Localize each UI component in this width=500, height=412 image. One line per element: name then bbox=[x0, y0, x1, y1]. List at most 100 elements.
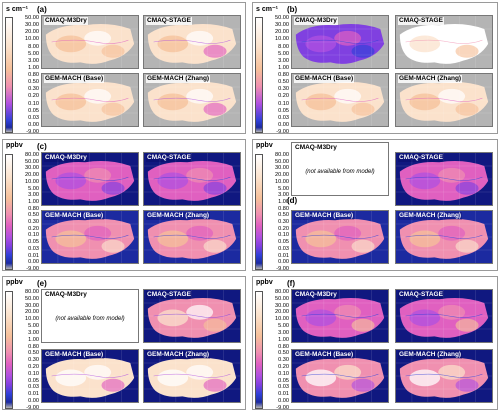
tick-label: 0.80 bbox=[28, 343, 39, 350]
tick-label: 50.00 bbox=[275, 158, 289, 165]
tick-label: 80.00 bbox=[275, 152, 289, 158]
tick-label: 0.05 bbox=[278, 239, 289, 246]
colorbar-ppbv bbox=[5, 291, 13, 409]
map-cmaq-m3dry-unavailable: CMAQ-M3Dry (not available from model) bbox=[291, 142, 389, 196]
tick-label: 8.00 bbox=[278, 43, 289, 50]
tick-label: 10.00 bbox=[275, 316, 289, 323]
panel-letter: (b) bbox=[286, 5, 299, 14]
tick-label: 0.01 bbox=[278, 252, 289, 259]
panel-letter: (f) bbox=[286, 279, 296, 288]
map-gem-mach-zhang: GEM-MACH (Zhang) bbox=[143, 210, 241, 264]
colorbar-ppbv bbox=[255, 154, 263, 270]
tick-label: 0.50 bbox=[278, 350, 289, 357]
map-cmaq-stage: CMAQ-STAGE bbox=[395, 152, 493, 206]
panel-e: ppbv (e) 80.00 50.00 30.00 20.00 10.00 5… bbox=[2, 276, 246, 411]
map-cmaq-m3dry: CMAQ-M3Dry bbox=[291, 289, 389, 343]
tick-label: 80.00 bbox=[25, 289, 39, 295]
tick-label: 0.80 bbox=[28, 205, 39, 212]
model-label: GEM-MACH (Base) bbox=[44, 351, 105, 359]
tick-label: 0.50 bbox=[28, 350, 39, 357]
map-cmaq-stage: CMAQ-STAGE bbox=[395, 15, 493, 69]
model-label: CMAQ-STAGE bbox=[146, 17, 192, 25]
tick-label: 0.30 bbox=[28, 357, 39, 364]
panel-c: ppbv (c) 80.00 50.00 30.00 20.00 10.00 5… bbox=[2, 139, 246, 272]
colorbar-ppbv bbox=[5, 154, 13, 270]
tick-label: 30.00 bbox=[25, 165, 39, 172]
tick-label: 0.00 bbox=[278, 259, 289, 266]
map-gem-mach-base: GEM-MACH (Base) bbox=[291, 349, 389, 403]
tick-label: 0.03 bbox=[28, 114, 39, 121]
map-gem-mach-zhang: GEM-MACH (Zhang) bbox=[143, 349, 241, 403]
colorbar-ticks: 50.00 30.00 20.00 10.00 8.00 5.00 3.00 1… bbox=[255, 15, 289, 135]
model-label: GEM-MACH (Base) bbox=[294, 75, 355, 83]
tick-label: 0.30 bbox=[28, 86, 39, 93]
tick-label: 5.00 bbox=[278, 185, 289, 192]
tick-label: 80.00 bbox=[25, 152, 39, 158]
tick-label: 0.05 bbox=[278, 107, 289, 114]
tick-label: 0.05 bbox=[278, 377, 289, 384]
tick-label: 0.01 bbox=[28, 391, 39, 398]
map-cmaq-m3dry: CMAQ-M3Dry bbox=[291, 15, 389, 69]
tick-label: 3.00 bbox=[28, 329, 39, 336]
map-gem-mach-zhang: GEM-MACH (Zhang) bbox=[143, 73, 241, 127]
map-graphic bbox=[292, 74, 388, 126]
panel-d: ppbv (d) 80.00 50.00 30.00 20.00 10.00 5… bbox=[252, 139, 498, 272]
map-gem-mach-zhang: GEM-MACH (Zhang) bbox=[395, 210, 493, 264]
map-graphic bbox=[144, 290, 240, 342]
map-graphic bbox=[292, 211, 388, 263]
tick-label: 20.00 bbox=[25, 172, 39, 179]
tick-label: 0.00 bbox=[278, 398, 289, 404]
tick-label: 0.01 bbox=[28, 252, 39, 259]
tick-label: 50.00 bbox=[25, 295, 39, 302]
tick-label: 5.00 bbox=[278, 50, 289, 57]
tick-label: 0.10 bbox=[278, 100, 289, 107]
map-gem-mach-base: GEM-MACH (Base) bbox=[41, 73, 139, 127]
tick-label: 3.00 bbox=[278, 57, 289, 64]
map-graphic bbox=[42, 16, 138, 68]
model-label: GEM-MACH (Zhang) bbox=[398, 351, 463, 359]
tick-label: 0.03 bbox=[28, 384, 39, 391]
model-label: CMAQ-STAGE bbox=[398, 291, 444, 299]
map-gem-mach-base: GEM-MACH (Base) bbox=[291, 73, 389, 127]
map-graphic bbox=[396, 16, 492, 68]
tick-label: 0.05 bbox=[28, 239, 39, 246]
unit-label: ppbv bbox=[6, 279, 23, 286]
model-label: GEM-MACH (Zhang) bbox=[146, 351, 211, 359]
map-graphic bbox=[144, 74, 240, 126]
model-label: CMAQ-M3Dry bbox=[44, 17, 88, 25]
map-graphic bbox=[42, 211, 138, 263]
model-label: GEM-MACH (Base) bbox=[294, 351, 355, 359]
model-label: GEM-MACH (Base) bbox=[294, 212, 355, 220]
tick-label: -9.00 bbox=[276, 265, 289, 272]
model-label: GEM-MACH (Base) bbox=[44, 75, 105, 83]
tick-label: 0.00 bbox=[28, 398, 39, 404]
tick-label: 1.00 bbox=[278, 336, 289, 343]
not-available-note: (not available from model) bbox=[305, 169, 375, 175]
model-label: GEM-MACH (Zhang) bbox=[398, 75, 463, 83]
tick-label: 1.00 bbox=[278, 64, 289, 71]
model-label: GEM-MACH (Base) bbox=[44, 212, 105, 220]
map-gem-mach-zhang: GEM-MACH (Zhang) bbox=[395, 349, 493, 403]
tick-label: 0.50 bbox=[28, 79, 39, 86]
map-graphic bbox=[144, 350, 240, 402]
tick-label: 0.10 bbox=[28, 370, 39, 377]
colorbar-ticks: 80.00 50.00 30.00 20.00 10.00 5.00 3.00 … bbox=[5, 289, 39, 411]
map-cmaq-stage: CMAQ-STAGE bbox=[143, 152, 241, 206]
panel-letter: (d) bbox=[286, 196, 299, 205]
tick-label: 0.30 bbox=[278, 86, 289, 93]
model-label: GEM-MACH (Zhang) bbox=[146, 75, 211, 83]
map-graphic bbox=[144, 211, 240, 263]
tick-label: 80.00 bbox=[275, 289, 289, 295]
map-cmaq-stage: CMAQ-STAGE bbox=[143, 15, 241, 69]
tick-label: -9.00 bbox=[276, 404, 289, 411]
tick-label: -9.00 bbox=[26, 129, 39, 135]
unit-label: s cm⁻¹ bbox=[6, 6, 28, 13]
model-label: CMAQ-M3Dry bbox=[44, 154, 88, 162]
model-label: CMAQ-M3Dry bbox=[294, 291, 338, 299]
model-label: CMAQ-M3Dry bbox=[45, 291, 87, 298]
tick-label: 20.00 bbox=[275, 172, 289, 179]
tick-label: 1.00 bbox=[278, 198, 289, 205]
tick-label: 20.00 bbox=[25, 29, 39, 36]
tick-label: 0.03 bbox=[278, 114, 289, 121]
panel-b: s cm⁻¹ (b) 50.00 30.00 20.00 10.00 8.00 … bbox=[252, 2, 498, 135]
